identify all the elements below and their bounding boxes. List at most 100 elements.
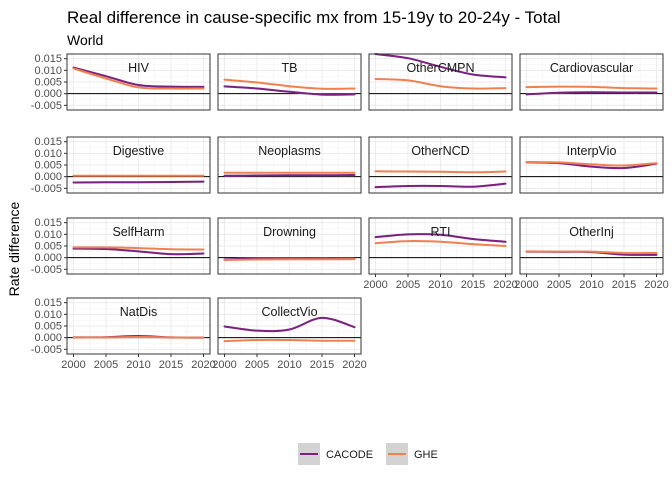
x-tick-label: 2020 bbox=[342, 359, 366, 371]
y-tick-label: 0.015 bbox=[34, 53, 62, 65]
series-line-cacode bbox=[223, 316, 356, 333]
panel-otherinj: OtherInj 2000 2005 2010 2015 2020 bbox=[514, 217, 669, 291]
chart-title: Real difference in cause-specific mx fro… bbox=[67, 8, 561, 27]
y-tick-label: -0.005 bbox=[31, 183, 62, 195]
legend-item-ghe: GHE bbox=[386, 443, 438, 465]
series-line-ghe bbox=[374, 240, 507, 247]
y-tick-label: 0.015 bbox=[34, 217, 62, 229]
y-tick-label: -0.005 bbox=[31, 264, 62, 276]
y-tick-label: 0.005 bbox=[34, 321, 62, 333]
panel-grid bbox=[218, 54, 361, 110]
y-tick-label: 0.005 bbox=[34, 241, 62, 253]
y-tick-label: 0.010 bbox=[34, 309, 62, 321]
series-line-cacode bbox=[223, 174, 356, 177]
panel-drowning: Drowning bbox=[217, 217, 362, 275]
x-tick-label: 2005 bbox=[547, 279, 571, 291]
series-line-ghe bbox=[223, 338, 356, 343]
series-line-ghe bbox=[223, 78, 356, 90]
panel-grid bbox=[67, 218, 210, 274]
x-tick-label: 2020 bbox=[191, 359, 215, 371]
y-tick-label: -0.005 bbox=[31, 100, 62, 112]
y-tick-label: 0.010 bbox=[34, 65, 62, 77]
panel-neoplasms: Neoplasms bbox=[217, 136, 362, 194]
y-tick-label: 0.010 bbox=[34, 148, 62, 160]
x-tick-label: 2005 bbox=[94, 359, 118, 371]
x-tick-label: 2015 bbox=[461, 279, 485, 291]
x-tick-label: 2010 bbox=[428, 279, 452, 291]
legend: CACODE GHE bbox=[298, 443, 438, 465]
series-ribbon-cacode bbox=[375, 232, 506, 243]
x-tick-label: 2000 bbox=[212, 359, 236, 371]
panel-othercmpn: OtherCMPN bbox=[368, 52, 513, 111]
series-line-ghe bbox=[525, 160, 658, 167]
x-tick-label: 2010 bbox=[579, 279, 603, 291]
series-line-ghe bbox=[374, 170, 507, 174]
panel-border bbox=[519, 53, 664, 111]
series-line-cacode bbox=[223, 85, 356, 96]
series-line-cacode bbox=[374, 53, 507, 79]
y-tick-label: 0.005 bbox=[34, 160, 62, 172]
series-line-ghe bbox=[72, 335, 205, 339]
series-line-cacode bbox=[72, 180, 205, 184]
panel-border bbox=[217, 136, 362, 194]
x-tick-label: 2000 bbox=[363, 279, 387, 291]
facet-label-selfharm: SelfHarm bbox=[112, 225, 164, 239]
panel-tb: TB bbox=[217, 53, 362, 111]
series-line-cacode bbox=[72, 247, 205, 256]
panel-border bbox=[519, 136, 664, 194]
x-tick-label: 2000 bbox=[61, 359, 85, 371]
x-tick-label: 2020 bbox=[644, 279, 668, 291]
series-line-cacode bbox=[374, 182, 507, 189]
x-tick-label: 2010 bbox=[126, 359, 150, 371]
y-tick-label: 0.015 bbox=[34, 136, 62, 148]
x-tick-label: 2005 bbox=[245, 359, 269, 371]
x-tick-label: 2015 bbox=[310, 359, 334, 371]
panel-otherncd: OtherNCD bbox=[368, 136, 513, 194]
facet-label-interpvio: InterpVio bbox=[567, 144, 617, 158]
facet-label-rti: RTI bbox=[431, 225, 451, 239]
facet-label-drowning: Drowning bbox=[263, 225, 316, 239]
facet-label-natdis: NatDis bbox=[120, 305, 158, 319]
x-tick-label: 2015 bbox=[159, 359, 183, 371]
series-line-ghe bbox=[525, 85, 658, 90]
y-tick-label: 0.015 bbox=[34, 297, 62, 309]
series-line-ghe bbox=[72, 246, 205, 251]
legend-item-cacode: CACODE bbox=[298, 443, 373, 465]
facet-label-otherinj: OtherInj bbox=[569, 225, 613, 239]
panel-interpvio: InterpVio bbox=[519, 136, 664, 194]
panel-rti: RTI 2000 2005 2010 2015 2020 bbox=[363, 217, 518, 291]
facet-label-otherncd: OtherNCD bbox=[411, 144, 469, 158]
x-tick-label: 2015 bbox=[612, 279, 636, 291]
facet-label-cardiovascular: Cardiovascular bbox=[550, 61, 633, 75]
y-axis-label: Rate difference bbox=[6, 201, 22, 296]
series-line-ghe bbox=[72, 67, 205, 90]
chart-subtitle: World bbox=[67, 32, 103, 48]
facet-label-othercmpn: OtherCMPN bbox=[406, 61, 474, 75]
series-line-ghe bbox=[374, 77, 507, 90]
series-line-cacode bbox=[525, 91, 658, 96]
facet-label-collectvio: CollectVio bbox=[261, 305, 317, 319]
series-line-cacode bbox=[374, 233, 507, 243]
x-tick-label: 2000 bbox=[514, 279, 538, 291]
y-tick-label: -0.005 bbox=[31, 344, 62, 356]
facet-label-digestive: Digestive bbox=[113, 144, 164, 158]
panel-border bbox=[368, 136, 513, 194]
legend-label: CACODE bbox=[326, 449, 373, 461]
legend-label: GHE bbox=[414, 449, 438, 461]
x-tick-label: 2005 bbox=[396, 279, 420, 291]
series-ribbon-cacode bbox=[375, 52, 506, 79]
panel-collectvio: CollectVio 2000 2005 2010 2015 2020 bbox=[212, 297, 367, 371]
series-line-ghe bbox=[223, 258, 356, 261]
panel-border bbox=[368, 53, 513, 111]
y-tick-label: 0.010 bbox=[34, 229, 62, 241]
y-tick-label: 0.000 bbox=[34, 171, 62, 183]
y-tick-label: 0.000 bbox=[34, 252, 62, 264]
panel-border bbox=[217, 217, 362, 275]
